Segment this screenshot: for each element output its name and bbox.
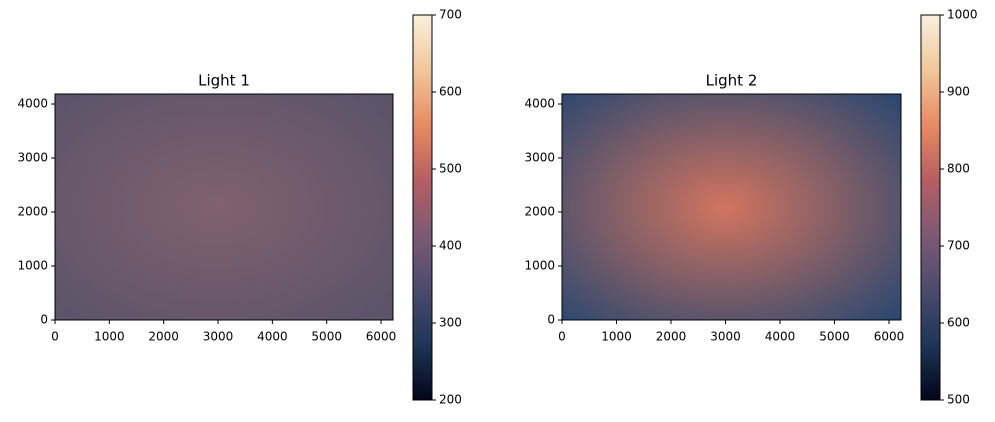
y-tick-label: 3000 — [524, 150, 555, 164]
x-tick-label: 4000 — [765, 330, 796, 344]
axes-frame — [561, 93, 902, 321]
x-tick-label: 3000 — [710, 330, 741, 344]
x-tick-label: 5000 — [819, 330, 850, 344]
y-tick-label: 3000 — [17, 150, 48, 164]
colorbar-tick-label: 700 — [439, 8, 462, 22]
colorbar-tick-label: 400 — [439, 239, 462, 253]
x-tick-label: 2000 — [148, 330, 179, 344]
colorbar-tick-label: 900 — [947, 85, 970, 99]
colorbar-tick-label: 500 — [439, 162, 462, 176]
colorbar-tick-label: 200 — [439, 393, 462, 407]
plot-title: Light 2 — [706, 72, 758, 90]
colorbar-tick-label: 700 — [947, 239, 970, 253]
y-tick-label: 1000 — [524, 258, 555, 272]
plot-title: Light 1 — [198, 72, 250, 90]
colorbar-tick-label: 600 — [947, 316, 970, 330]
axes-frame — [54, 93, 394, 321]
colorbar-tick-label: 600 — [439, 85, 462, 99]
y-tick-label: 0 — [547, 313, 555, 327]
x-tick-label: 5000 — [311, 330, 342, 344]
y-tick-label: 2000 — [17, 204, 48, 218]
colorbar — [920, 14, 941, 401]
y-tick-label: 4000 — [524, 96, 555, 110]
image — [562, 94, 901, 320]
x-tick-label: 4000 — [257, 330, 288, 344]
colorbar-tick-label: 800 — [947, 162, 970, 176]
x-tick-label: 0 — [558, 330, 566, 344]
colorbar-tick-label: 300 — [439, 316, 462, 330]
x-tick-label: 1000 — [94, 330, 125, 344]
colorbar-tick-label: 500 — [947, 393, 970, 407]
x-tick-label: 6000 — [366, 330, 397, 344]
image — [55, 94, 393, 320]
x-tick-label: 6000 — [874, 330, 905, 344]
y-tick-label: 2000 — [524, 204, 555, 218]
x-tick-label: 3000 — [203, 330, 234, 344]
x-tick-label: 2000 — [656, 330, 687, 344]
x-tick-label: 1000 — [601, 330, 632, 344]
x-tick-label: 0 — [51, 330, 59, 344]
y-tick-label: 0 — [40, 313, 48, 327]
y-tick-label: 4000 — [17, 96, 48, 110]
colorbar-tick-label: 1000 — [947, 8, 978, 22]
colorbar — [412, 14, 433, 401]
y-tick-label: 1000 — [17, 258, 48, 272]
